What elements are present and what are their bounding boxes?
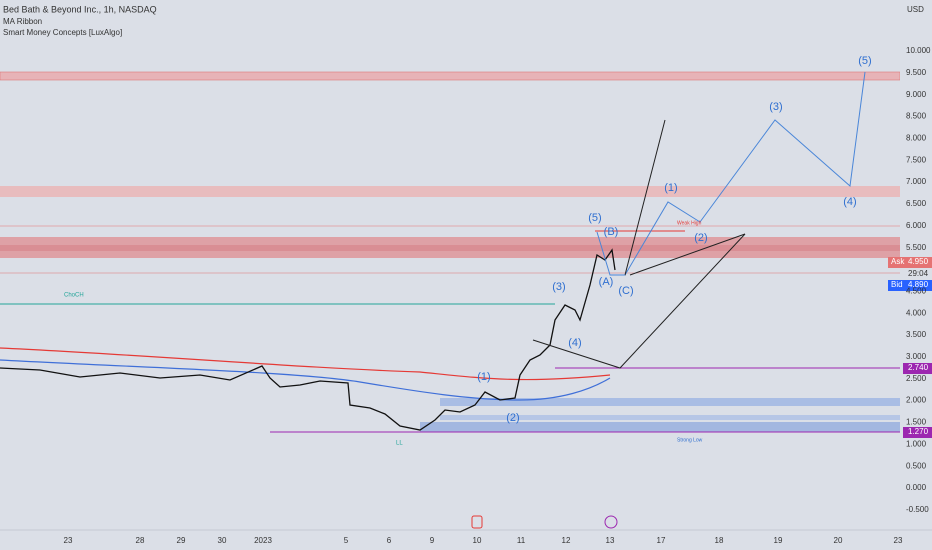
wave-label: (C) — [618, 285, 633, 297]
time-label: 29 — [177, 536, 186, 545]
price-label: 8.000 — [906, 134, 927, 143]
chart-title: Bed Bath & Beyond Inc., 1h, NASDAQ — [3, 4, 157, 14]
level-badge — [903, 427, 932, 438]
levels — [0, 225, 900, 433]
time-label: 10 — [473, 536, 482, 545]
price-label: 4.500 — [906, 286, 927, 295]
indicator: Smart Money Concepts [LuxAlgo] — [3, 28, 122, 37]
time-label: 18 — [715, 536, 724, 545]
price-label: 9.500 — [906, 68, 927, 77]
bid-label: Bid — [891, 280, 903, 289]
price-label: 7.500 — [906, 155, 927, 164]
level-price: 1.270 — [908, 427, 929, 436]
price-label: 8.500 — [906, 112, 927, 121]
time-label: 23 — [64, 536, 73, 545]
price-label: 3.500 — [906, 330, 927, 339]
annotation: Strong Low — [677, 437, 703, 443]
wave-label: (4) — [568, 337, 581, 349]
time-label: 11 — [517, 536, 526, 545]
wave-label: (5) — [588, 212, 601, 224]
price-label: 2.500 — [906, 374, 927, 383]
price-label: 6.500 — [906, 199, 927, 208]
price-label: 1.500 — [906, 418, 927, 427]
price — [0, 248, 616, 431]
time-label: 17 — [657, 536, 666, 545]
bid-price: 4.890 — [908, 280, 929, 289]
labels: (1)(2)(3)(4)(5)(B)(A)(C)(1)(2)(3)(4)(5) — [477, 55, 871, 424]
price-label: -0.500 — [906, 505, 929, 514]
countdown: 29:04 — [908, 269, 929, 278]
price-label: 1.000 — [906, 439, 927, 448]
price-label: 9.000 — [906, 90, 927, 99]
time-label: 20 — [834, 536, 843, 545]
zones — [0, 71, 901, 432]
price-label: 2.000 — [906, 396, 927, 405]
wave-label: (5) — [858, 55, 871, 67]
projections — [532, 71, 866, 369]
annotation: ChoCH — [64, 293, 84, 299]
price-label: 4.000 — [906, 308, 927, 317]
ask-badge — [888, 257, 932, 268]
wave-label: (3) — [769, 101, 782, 113]
time-label: 9 — [430, 536, 435, 545]
wave-label: (4) — [843, 196, 856, 208]
wave-label: (3) — [552, 281, 565, 293]
time-label: 13 — [606, 536, 615, 545]
event-icon[interactable] — [471, 515, 483, 529]
level-price: 2.740 — [908, 363, 929, 372]
price-label: 0.500 — [906, 461, 927, 470]
time-label: 6 — [387, 536, 392, 545]
wave-label: (B) — [604, 226, 619, 238]
price-label: 0.000 — [906, 483, 927, 492]
ask-label: Ask — [891, 257, 905, 266]
wave-label: (A) — [599, 276, 614, 288]
time-label: 2023 — [254, 536, 272, 545]
event-icon[interactable] — [604, 515, 618, 529]
time-label: 19 — [774, 536, 783, 545]
bid-badge — [888, 280, 932, 291]
annotation: Weak High — [677, 220, 702, 226]
time-label: 28 — [136, 536, 145, 545]
wave-label: (1) — [664, 182, 677, 194]
indicator: MA Ribbon — [3, 17, 42, 26]
level-badge — [903, 363, 932, 374]
price-label: 5.500 — [906, 243, 927, 252]
time-label: 30 — [218, 536, 227, 545]
wave-label: (1) — [477, 371, 490, 383]
moving-averages — [0, 347, 611, 401]
ask-price: 4.950 — [908, 257, 929, 266]
annotation: LL — [396, 441, 403, 447]
price-label: 10.000 — [906, 46, 931, 55]
price-label: 6.000 — [906, 221, 927, 230]
price-label: 7.000 — [906, 177, 927, 186]
time-label: 5 — [344, 536, 349, 545]
time-label: 12 — [562, 536, 571, 545]
price-label: 3.000 — [906, 352, 927, 361]
currency: USD — [907, 5, 924, 14]
time-label: 23 — [894, 536, 903, 545]
wave-label: (2) — [506, 412, 519, 424]
wave-label: (2) — [694, 232, 707, 244]
